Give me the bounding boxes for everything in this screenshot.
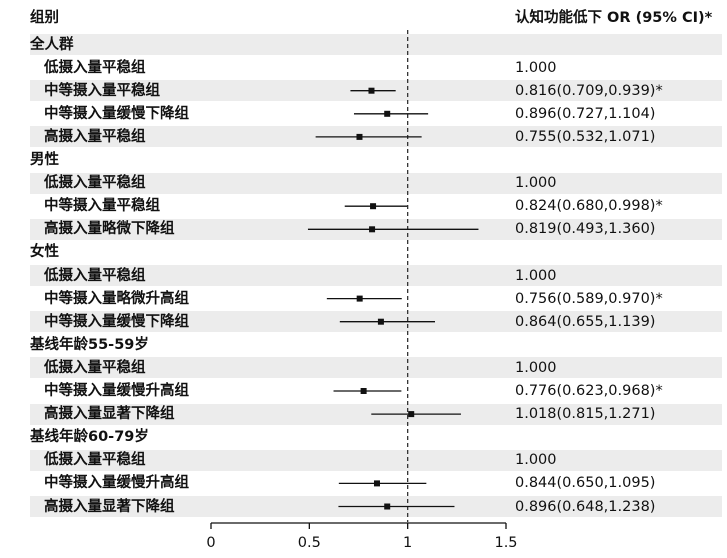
or-ci-value: 0.844(0.650,1.095) bbox=[515, 475, 656, 492]
x-tick-label: 0 bbox=[206, 535, 215, 551]
row-band bbox=[30, 357, 722, 379]
or-point bbox=[356, 133, 363, 140]
subgroup-label: 中等摄入量缓慢升高组 bbox=[44, 475, 189, 492]
subgroup-label: 低摄入量平稳组 bbox=[44, 452, 146, 469]
x-tick-label: 0.5 bbox=[298, 535, 321, 551]
or-ci-value: 1.000 bbox=[515, 175, 557, 192]
or-point bbox=[368, 87, 375, 94]
or-point bbox=[408, 411, 415, 418]
x-tick-label: 1 bbox=[403, 535, 412, 551]
subgroup-label: 中等摄入量平稳组 bbox=[44, 198, 160, 215]
group-label: 基线年龄55-59岁 bbox=[30, 336, 149, 353]
subgroup-label: 中等摄入量缓慢下降组 bbox=[44, 105, 189, 122]
group-label: 女性 bbox=[30, 244, 59, 261]
or-ci-value: 1.018(0.815,1.271) bbox=[515, 406, 656, 423]
subgroup-label: 高摄入量平稳组 bbox=[44, 128, 146, 145]
or-column-header: 认知功能低下 OR (95% CI)* bbox=[515, 10, 713, 26]
or-point bbox=[369, 226, 376, 233]
or-ci-value: 1.000 bbox=[515, 359, 557, 376]
row-band bbox=[30, 34, 722, 55]
subgroup-label: 低摄入量平稳组 bbox=[44, 267, 146, 284]
group-label: 基线年龄60-79岁 bbox=[30, 429, 149, 446]
subgroup-label: 高摄入量显著下降组 bbox=[44, 498, 175, 515]
row-band bbox=[30, 172, 722, 194]
row-band bbox=[30, 265, 722, 286]
subgroup-label: 高摄入量显著下降组 bbox=[44, 406, 175, 423]
or-point bbox=[356, 295, 363, 302]
subgroup-label: 高摄入量略微下降组 bbox=[44, 221, 175, 238]
or-ci-value: 0.896(0.727,1.104) bbox=[515, 105, 656, 122]
group-column-header: 组别 bbox=[30, 10, 59, 26]
or-ci-value: 0.776(0.623,0.968)* bbox=[515, 383, 663, 399]
or-ci-value: 1.000 bbox=[515, 452, 557, 469]
subgroup-label: 中等摄入量略微升高组 bbox=[44, 290, 189, 307]
or-ci-value: 0.864(0.655,1.139) bbox=[515, 313, 656, 330]
or-point bbox=[360, 388, 367, 394]
subgroup-label: 中等摄入量平稳组 bbox=[44, 82, 160, 99]
or-point bbox=[370, 203, 377, 210]
subgroup-label: 低摄入量平稳组 bbox=[44, 359, 146, 376]
or-point bbox=[373, 480, 380, 487]
or-ci-value: 1.000 bbox=[515, 59, 557, 76]
subgroup-label: 低摄入量平稳组 bbox=[44, 59, 146, 76]
subgroup-label: 低摄入量平稳组 bbox=[44, 175, 146, 192]
or-ci-value: 1.000 bbox=[515, 267, 557, 284]
or-ci-value: 0.896(0.648,1.238) bbox=[515, 498, 656, 515]
or-point bbox=[384, 110, 391, 117]
group-label: 全人群 bbox=[30, 36, 74, 53]
or-ci-value: 0.756(0.589,0.970)* bbox=[515, 290, 663, 307]
or-ci-value: 0.824(0.680,0.998)* bbox=[515, 198, 663, 215]
subgroup-label: 中等摄入量缓慢升高组 bbox=[44, 383, 189, 399]
or-ci-value: 0.755(0.532,1.071) bbox=[515, 128, 656, 145]
or-point bbox=[384, 503, 391, 510]
subgroup-label: 中等摄入量缓慢下降组 bbox=[44, 313, 189, 330]
group-label: 男性 bbox=[30, 152, 59, 168]
row-band bbox=[30, 449, 722, 471]
x-tick-label: 1.5 bbox=[494, 535, 517, 551]
or-ci-value: 0.819(0.493,1.360) bbox=[515, 221, 656, 238]
or-ci-value: 0.816(0.709,0.939)* bbox=[515, 82, 663, 99]
or-point bbox=[377, 318, 384, 325]
